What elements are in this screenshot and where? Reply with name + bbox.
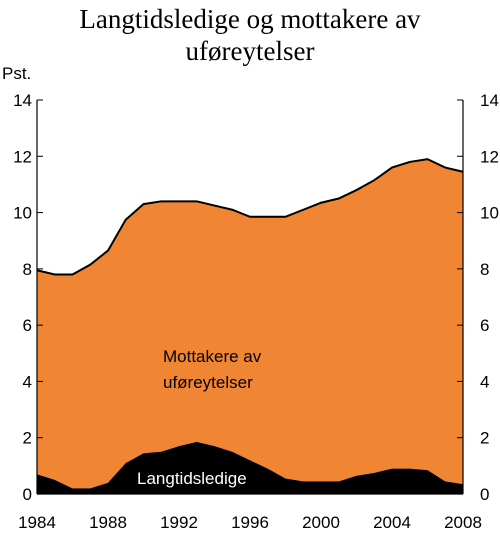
y-tick-label-right: 2 [480,429,489,448]
total-line [36,158,464,276]
x-tick-label: 1996 [231,513,269,532]
chart-title-line-2: uføreytelser [186,36,315,66]
y-tick-label-right: 10 [480,204,499,223]
x-tick-label: 1984 [18,513,56,532]
series-label-ufore-line-2: uføreytelser [163,373,253,392]
y-tick-label-left: 12 [13,147,32,166]
chart-title-line-1: Langtidsledige og mottakere av [79,4,421,34]
y-tick-label-left: 0 [23,485,32,504]
x-tick-label: 1988 [89,513,127,532]
area-ufore [37,159,463,489]
x-tick-label: 1992 [160,513,198,532]
x-tick-label: 2004 [373,513,411,532]
y-tick-label-right: 14 [480,91,499,110]
y-tick-label-left: 10 [13,204,32,223]
y-tick-label-right: 0 [480,485,489,504]
y-tick-label-right: 12 [480,147,499,166]
y-tick-label-right: 4 [480,372,489,391]
series-label-langtidsledige: Langtidsledige [137,469,247,488]
x-tick-label: 2008 [444,513,482,532]
y-tick-label-left: 14 [13,91,32,110]
x-tick-label: 2000 [302,513,340,532]
series-label-ufore-line-1: Mottakere av [163,347,262,366]
y-tick-label-left: 6 [23,316,32,335]
y-axis-unit-label: Pst. [2,64,31,83]
y-tick-label-left: 2 [23,429,32,448]
y-tick-label-right: 8 [480,260,489,279]
y-tick-label-left: 4 [23,372,32,391]
area-langtidsledige [37,441,463,494]
y-tick-label-right: 6 [480,316,489,335]
y-tick-label-left: 8 [23,260,32,279]
